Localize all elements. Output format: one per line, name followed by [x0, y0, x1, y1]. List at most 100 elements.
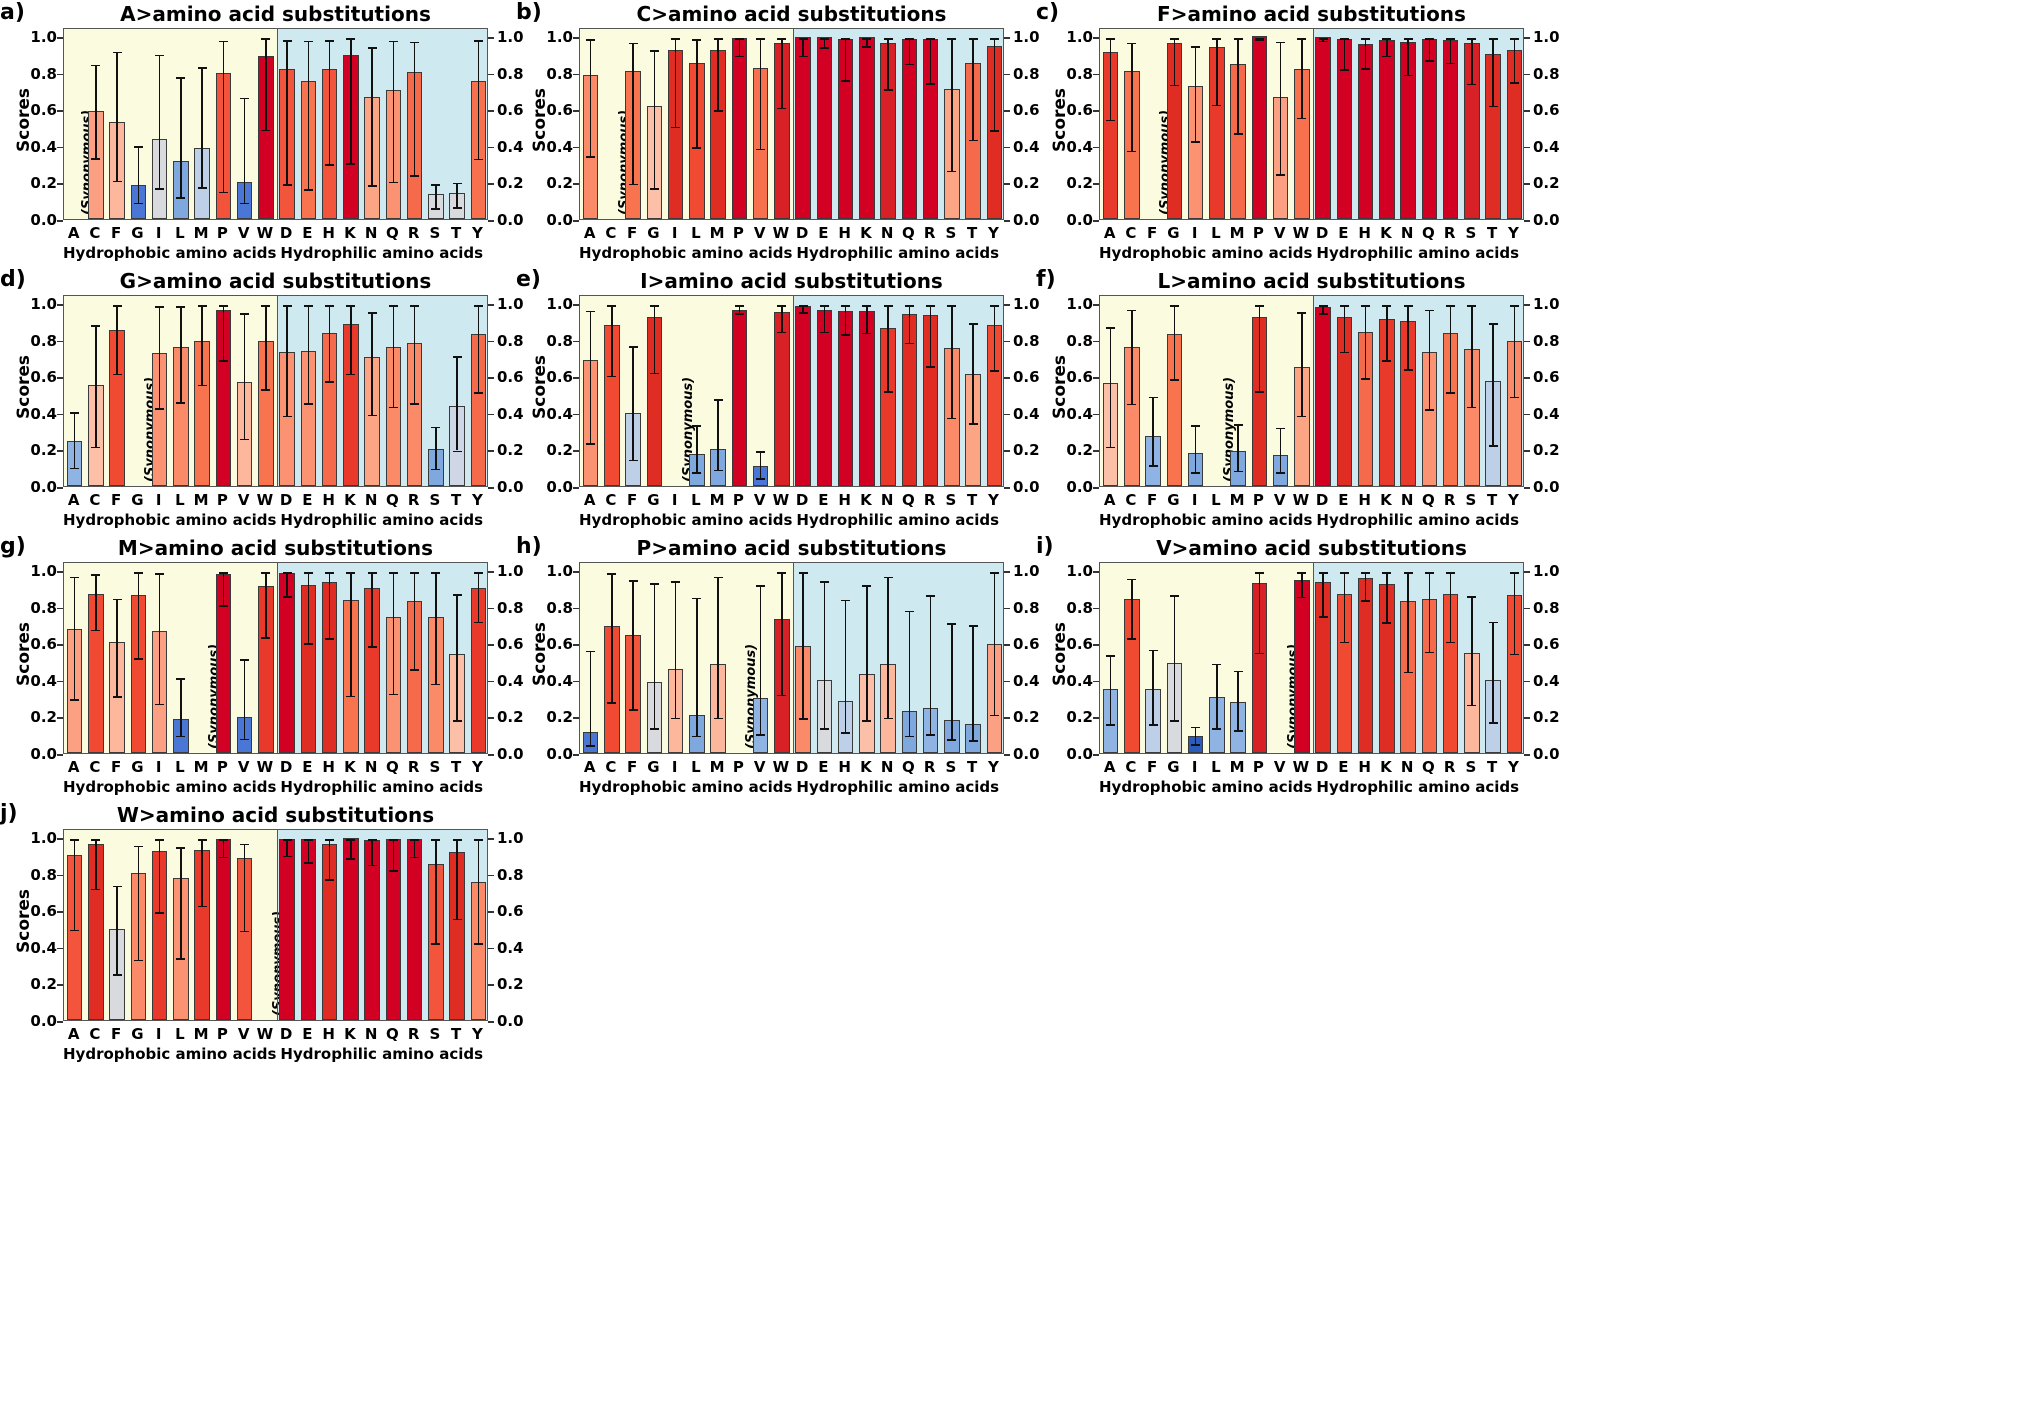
- error-bar-a-S: [435, 184, 437, 209]
- y-tick-left-e-0.4: 0.4: [546, 404, 573, 423]
- error-cap-i-N-low: [1403, 671, 1413, 674]
- error-cap-b-Q-high: [904, 38, 914, 40]
- error-cap-h-L-high: [692, 597, 702, 600]
- error-cap-a-R-low: [410, 175, 420, 177]
- y-tick-left-d-0.2: 0.2: [30, 441, 57, 460]
- error-bar-a-M: [201, 67, 203, 188]
- error-cap-c-W-high: [1297, 38, 1307, 40]
- error-cap-a-C-high: [91, 64, 101, 67]
- bar-b-D: [795, 37, 811, 219]
- error-bar-e-F: [632, 346, 634, 460]
- error-cap-h-S-high: [947, 623, 957, 625]
- error-bar-h-Y: [993, 572, 996, 715]
- bar-c-Q: [1421, 38, 1438, 219]
- error-cap-e-T-high: [968, 323, 978, 326]
- error-bar-g-F: [116, 598, 118, 697]
- y-tick-left-b-0.2: 0.2: [546, 174, 573, 193]
- error-cap-c-S-low: [1467, 83, 1477, 86]
- error-cap-f-C-low: [1127, 403, 1137, 406]
- error-bar-d-T: [456, 356, 458, 451]
- y-tickmark-right-i-1.0: [1524, 571, 1530, 573]
- plot-area-h: (Synonymous): [579, 562, 1004, 754]
- x-tick-c-N: N: [1400, 224, 1414, 242]
- error-cap-d-K-low: [346, 373, 356, 376]
- error-cap-e-D-high: [798, 305, 808, 307]
- error-cap-a-I-low: [155, 188, 165, 190]
- error-cap-g-N-low: [367, 646, 377, 648]
- bar-c-K: [1379, 39, 1395, 219]
- error-cap-g-H-low: [325, 637, 335, 640]
- x-group-label-hydrophilic-i: Hydrophilic amino acids: [1316, 778, 1520, 796]
- y-tick-left-b-1.0: 1.0: [546, 28, 573, 47]
- x-tick-h-R: R: [923, 758, 936, 776]
- error-cap-b-A-high: [586, 39, 596, 41]
- y-tickmark-right-a-0.2: [488, 183, 494, 185]
- x-tick-c-G: G: [1167, 224, 1180, 242]
- x-tick-d-Y: Y: [471, 491, 483, 509]
- y-tick-right-e-0.8: 0.8: [1013, 331, 1040, 350]
- y-tick-left-i-0.8: 0.8: [1066, 598, 1093, 617]
- bar-j-P: [215, 838, 232, 1020]
- error-cap-c-C-high: [1127, 42, 1137, 45]
- error-cap-g-G-high: [133, 572, 143, 574]
- error-bar-f-E: [1343, 305, 1346, 352]
- y-tick-left-j-0.2: 0.2: [30, 975, 57, 994]
- error-cap-h-Y-high: [989, 572, 999, 574]
- error-cap-c-L-low: [1212, 104, 1222, 107]
- x-tick-d-Q: Q: [385, 491, 399, 509]
- y-tick-left-h-0.2: 0.2: [546, 708, 573, 727]
- error-cap-d-W-high: [261, 305, 271, 307]
- y-tickmark-left-b-0.6: [573, 110, 579, 112]
- error-cap-a-V-low: [240, 202, 250, 205]
- error-cap-d-N-high: [367, 312, 377, 315]
- error-bar-c-N: [1407, 38, 1409, 75]
- error-cap-e-Q-low: [904, 342, 914, 345]
- x-tick-i-R: R: [1443, 758, 1456, 776]
- error-cap-g-L-high: [176, 678, 186, 680]
- error-cap-g-Y-high: [473, 572, 483, 574]
- error-cap-g-S-high: [431, 572, 441, 574]
- y-tickmark-right-c-0.4: [1524, 146, 1530, 149]
- error-cap-d-L-low: [176, 402, 186, 404]
- x-tick-a-I: I: [155, 224, 162, 242]
- y-tick-right-h-0.6: 0.6: [1013, 635, 1040, 654]
- y-tickmark-right-b-1.0: [1004, 37, 1010, 39]
- error-cap-f-W-high: [1297, 312, 1307, 315]
- error-cap-a-D-low: [282, 184, 292, 187]
- error-cap-j-T-high: [452, 839, 462, 841]
- error-cap-c-P-low: [1254, 39, 1264, 41]
- y-tickmark-right-e-0.4: [1004, 413, 1010, 416]
- x-tick-d-L: L: [175, 491, 185, 509]
- error-cap-f-G-low: [1169, 379, 1179, 381]
- error-cap-h-Q-high: [904, 610, 914, 613]
- x-tick-e-S: S: [945, 491, 957, 509]
- x-tick-e-G: G: [647, 491, 660, 509]
- x-tick-h-T: T: [967, 758, 978, 776]
- y-tick-left-d-0.8: 0.8: [30, 331, 57, 350]
- error-cap-g-I-low: [155, 703, 165, 706]
- error-cap-h-M-high: [713, 576, 723, 579]
- y-tickmark-left-f-0.4: [1093, 413, 1099, 416]
- x-tick-a-R: R: [407, 224, 420, 242]
- error-cap-h-V-high: [756, 584, 766, 587]
- x-tick-b-P: P: [732, 224, 744, 242]
- error-bar-j-Q: [392, 839, 395, 871]
- x-tick-j-G: G: [131, 1025, 144, 1043]
- x-tick-h-K: K: [860, 758, 872, 776]
- error-bar-g-I: [158, 573, 161, 704]
- error-bar-b-G: [653, 50, 656, 189]
- error-bar-j-M: [201, 839, 203, 906]
- error-cap-h-N-high: [883, 576, 893, 579]
- y-tick-right-a-0.0: 0.0: [497, 211, 524, 229]
- error-cap-g-T-high: [452, 594, 462, 596]
- x-tick-f-H: H: [1358, 491, 1371, 509]
- plot-area-d: (Synonymous): [63, 295, 488, 487]
- error-cap-c-T-high: [1488, 38, 1498, 40]
- error-cap-i-G-low: [1169, 720, 1179, 722]
- x-tick-d-T: T: [451, 491, 462, 509]
- y-tickmark-left-b-0.8: [573, 73, 579, 76]
- x-tick-i-A: A: [1103, 758, 1116, 776]
- error-cap-j-L-high: [176, 847, 186, 849]
- panel-i: i) V>amino acid substitutions Scores (Synon…: [1036, 534, 1560, 801]
- error-cap-b-E-low: [819, 47, 829, 49]
